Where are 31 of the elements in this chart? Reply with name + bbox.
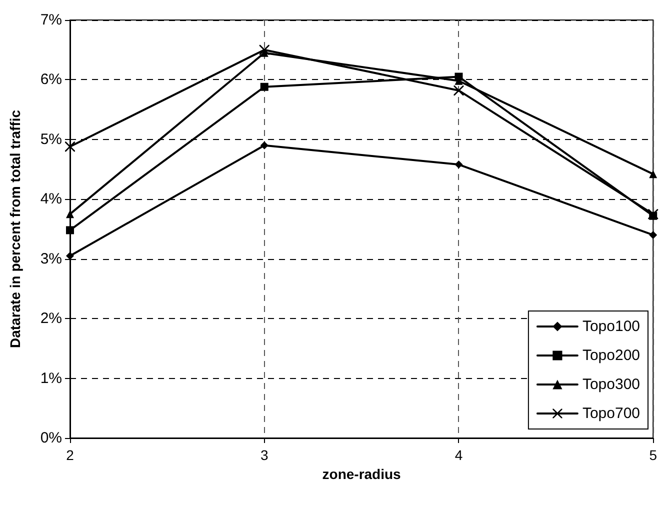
x-tick-label: 5 <box>649 447 658 463</box>
y-axis-title: Datarate in percent from total traffic <box>7 110 23 348</box>
y-tick-label: 4% <box>40 190 62 208</box>
point <box>65 142 75 152</box>
point <box>259 44 270 55</box>
point <box>66 252 74 260</box>
legend-label: Topo100 <box>582 318 640 335</box>
point <box>260 82 268 91</box>
x-tick-label: 3 <box>260 447 268 463</box>
point <box>260 141 268 150</box>
point <box>454 85 464 96</box>
x-tick-label: 2 <box>66 447 74 463</box>
point <box>454 160 463 169</box>
x-tick-label: 4 <box>454 447 463 463</box>
point <box>454 72 463 81</box>
y-tick-label: 5% <box>40 130 62 148</box>
legend-label: Topo700 <box>582 405 640 422</box>
x-axis-title: zone-radius <box>322 466 402 482</box>
point <box>66 210 74 218</box>
point <box>649 230 658 239</box>
point <box>649 170 658 178</box>
y-tick-label: 6% <box>40 71 62 88</box>
y-tick-label: 7% <box>40 12 62 28</box>
point <box>648 209 658 220</box>
y-tick-label: 0% <box>40 430 62 446</box>
y-tick-label: 3% <box>40 250 62 268</box>
point <box>66 226 74 234</box>
legend-label: Topo300 <box>582 376 640 393</box>
y-tick-label: 1% <box>40 370 62 387</box>
legend-label: Topo200 <box>582 347 640 364</box>
y-tick-label: 2% <box>40 310 62 328</box>
